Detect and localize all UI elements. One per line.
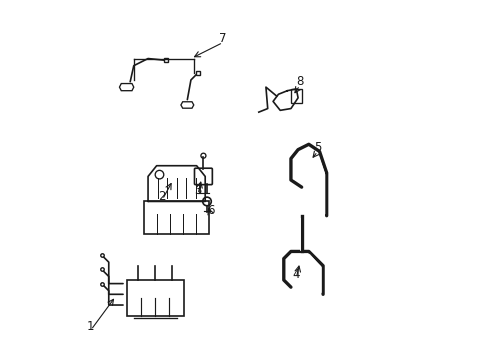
Text: 3: 3 [194, 184, 202, 197]
Bar [290, 89, 301, 103]
FancyBboxPatch shape [126, 280, 183, 316]
Text: 8: 8 [296, 75, 303, 88]
Text: 5: 5 [313, 141, 321, 154]
Text: 4: 4 [292, 268, 300, 281]
Polygon shape [119, 84, 134, 91]
Bar [144, 202, 208, 234]
Polygon shape [181, 102, 193, 108]
Text: 2: 2 [158, 190, 166, 203]
Text: 6: 6 [206, 204, 214, 217]
Text: 1: 1 [87, 320, 95, 333]
FancyBboxPatch shape [194, 168, 212, 185]
Text: 7: 7 [219, 32, 226, 45]
